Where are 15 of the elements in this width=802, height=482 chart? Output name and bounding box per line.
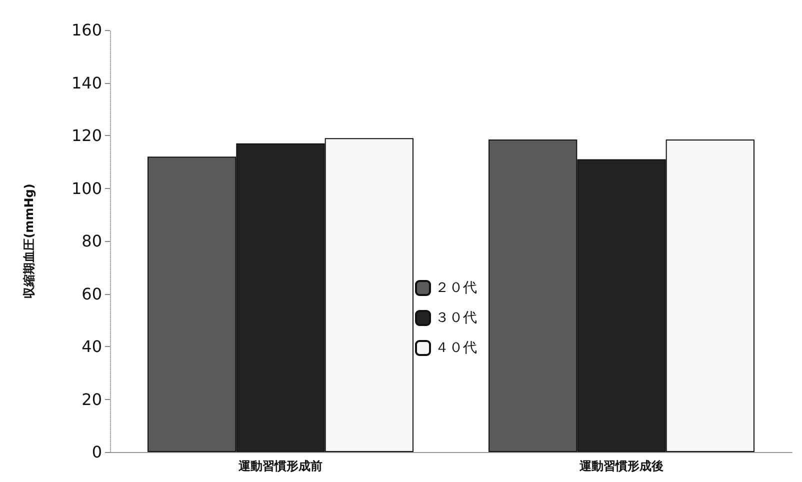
y-tick-label: 0 — [92, 442, 102, 462]
y-tick-label: 40 — [82, 337, 102, 356]
y-tick-label: 140 — [71, 73, 102, 92]
legend-label: ２０代 — [435, 280, 477, 296]
y-tick-label: 120 — [71, 126, 102, 145]
legend-label: ３０代 — [435, 310, 477, 326]
x-tick-label: 運動習慣形成後 — [578, 459, 664, 473]
y-tick-label: 20 — [82, 390, 102, 409]
y-tick-label: 160 — [71, 20, 102, 40]
y-axis-title: 収縮期血圧(mmHg) — [22, 184, 36, 298]
y-tick-label: 60 — [82, 284, 102, 304]
y-tick-label: 100 — [71, 178, 102, 198]
x-tick-label: 運動習慣形成前 — [238, 459, 322, 473]
y-tick-label: 80 — [82, 232, 102, 250]
legend-label: ４０代 — [435, 340, 477, 356]
